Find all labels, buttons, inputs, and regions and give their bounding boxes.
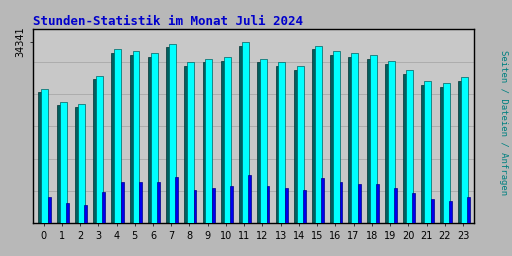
Bar: [221, 61, 225, 223]
Bar: [440, 87, 444, 223]
Bar: [367, 59, 371, 223]
Bar: [75, 107, 79, 223]
Bar: [322, 178, 324, 223]
Bar: [267, 186, 269, 223]
Bar: [388, 61, 395, 223]
Bar: [248, 175, 251, 223]
Bar: [330, 55, 335, 223]
Bar: [41, 89, 48, 223]
Bar: [285, 188, 288, 223]
Bar: [139, 182, 142, 223]
Bar: [421, 85, 426, 223]
Text: Stunden-Statistik im Monat Juli 2024: Stunden-Statistik im Monat Juli 2024: [33, 15, 303, 28]
Bar: [151, 53, 158, 223]
Bar: [358, 184, 360, 223]
Bar: [260, 59, 267, 223]
Bar: [96, 76, 103, 223]
Bar: [312, 49, 316, 223]
Bar: [114, 49, 121, 223]
Text: Seiten / Dateien / Anfragen: Seiten / Dateien / Anfragen: [499, 50, 508, 195]
Bar: [130, 55, 134, 223]
Bar: [258, 62, 262, 223]
Bar: [406, 70, 413, 223]
Bar: [294, 70, 298, 223]
Bar: [403, 74, 408, 223]
Bar: [194, 190, 197, 223]
Bar: [431, 199, 434, 223]
Bar: [394, 188, 397, 223]
Bar: [275, 66, 280, 223]
Bar: [458, 81, 462, 223]
Bar: [279, 62, 285, 223]
Bar: [166, 47, 171, 223]
Bar: [239, 46, 244, 223]
Bar: [370, 55, 376, 223]
Bar: [413, 194, 415, 223]
Bar: [339, 182, 343, 223]
Bar: [102, 191, 105, 223]
Bar: [84, 205, 87, 223]
Bar: [112, 53, 116, 223]
Bar: [66, 203, 69, 223]
Bar: [461, 77, 468, 223]
Bar: [349, 57, 353, 223]
Bar: [385, 64, 390, 223]
Bar: [93, 79, 98, 223]
Bar: [78, 104, 85, 223]
Bar: [376, 184, 379, 223]
Bar: [467, 197, 470, 223]
Bar: [38, 92, 43, 223]
Bar: [133, 51, 139, 223]
Bar: [230, 186, 233, 223]
Bar: [48, 197, 51, 223]
Bar: [212, 188, 215, 223]
Bar: [187, 62, 194, 223]
Bar: [121, 182, 123, 223]
Bar: [242, 42, 249, 223]
Bar: [442, 83, 450, 223]
Bar: [303, 190, 306, 223]
Bar: [176, 177, 178, 223]
Bar: [184, 66, 189, 223]
Bar: [57, 105, 61, 223]
Bar: [315, 46, 322, 223]
Bar: [351, 53, 358, 223]
Bar: [148, 57, 153, 223]
Bar: [169, 44, 176, 223]
Bar: [333, 51, 340, 223]
Bar: [449, 201, 452, 223]
Bar: [224, 57, 231, 223]
Bar: [203, 62, 207, 223]
Bar: [205, 59, 212, 223]
Bar: [59, 102, 67, 223]
Bar: [296, 66, 304, 223]
Bar: [424, 81, 431, 223]
Bar: [157, 182, 160, 223]
